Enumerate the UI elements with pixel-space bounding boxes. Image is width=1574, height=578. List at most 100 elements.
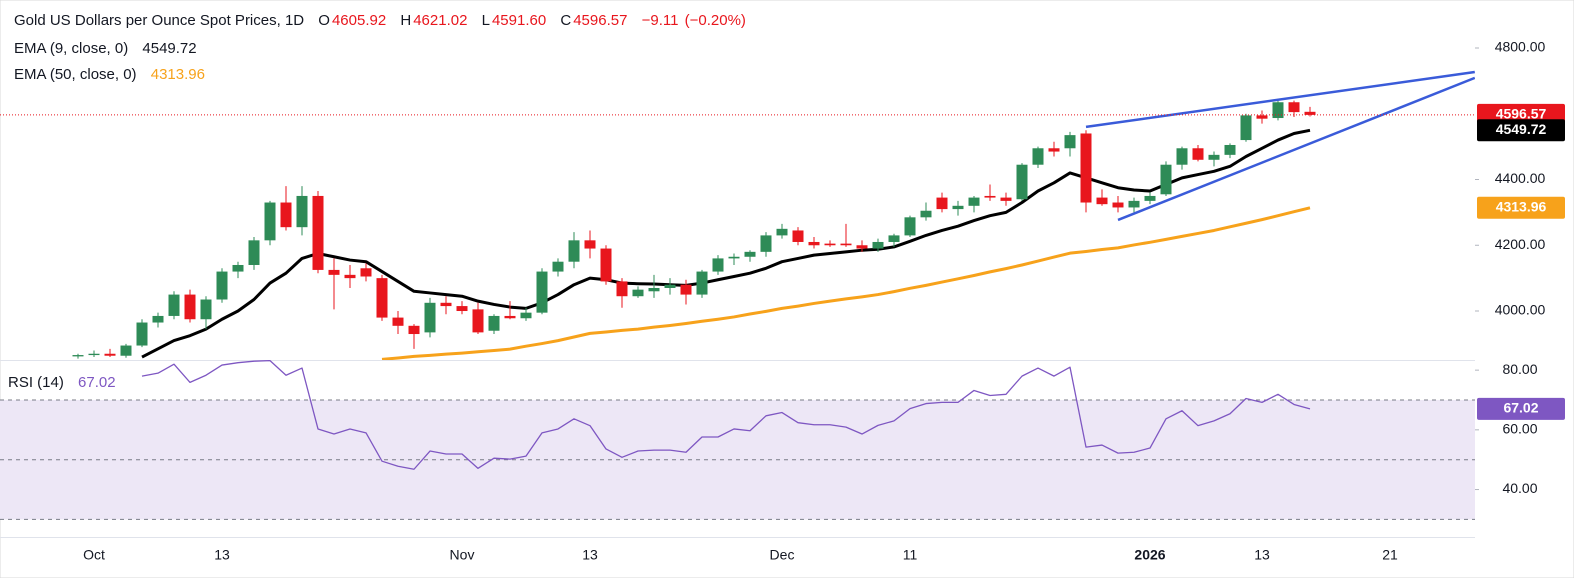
ohlc-value: 4605.92	[331, 12, 387, 29]
candle-body	[632, 289, 644, 297]
candle-body	[952, 205, 964, 210]
candle-body	[1064, 135, 1076, 149]
candle-body	[1240, 115, 1252, 141]
legend-value: 4549.72	[142, 40, 197, 57]
candle-body	[1000, 197, 1012, 201]
ohlc-label: L	[481, 12, 490, 29]
x-tick-label: Nov	[450, 547, 475, 563]
legend-ema50: EMA (50, close, 0) 4313.96	[14, 66, 207, 83]
candle-body	[216, 271, 228, 300]
legend-value: 4313.96	[150, 66, 205, 83]
legend-label: EMA (9, close, 0)	[14, 40, 129, 57]
candle-body	[72, 355, 84, 357]
candle-body	[248, 240, 260, 265]
candle-body	[88, 353, 100, 356]
candle-body	[104, 353, 116, 356]
candle-body	[472, 309, 484, 333]
y-tick-label: 80.00	[1502, 361, 1537, 377]
x-tick-label: 11	[903, 547, 918, 563]
series-line	[141, 128, 1311, 359]
candle-body	[264, 202, 276, 241]
price-pane	[0, 70, 1475, 360]
candle-body	[360, 268, 372, 277]
candle-body	[1304, 111, 1316, 115]
x-tick-label: 13	[582, 547, 598, 563]
price-badge	[1477, 196, 1565, 219]
candle-body	[328, 269, 340, 275]
legend-label: EMA (50, close, 0)	[14, 66, 137, 83]
candle-body	[680, 284, 692, 295]
ohlc-value: 4596.57	[573, 12, 628, 29]
candle-body	[600, 248, 612, 282]
candle-body	[568, 240, 580, 262]
x-tick-label: 13	[1254, 547, 1270, 563]
x-tick-label: 21	[1382, 547, 1398, 563]
ohlc-label: C	[560, 12, 572, 29]
candle-body	[824, 243, 836, 246]
ohlc-value: 4591.60	[491, 12, 547, 29]
series-line	[381, 206, 1311, 360]
rsi-badge-label: 67.02	[1503, 400, 1538, 416]
legend-value: 67.02	[78, 374, 116, 391]
x-tick-label: 2026	[1134, 547, 1165, 563]
candle-body	[1160, 164, 1172, 195]
x-tick-label: Oct	[83, 547, 105, 563]
candle-body	[520, 312, 532, 319]
candle-body	[664, 284, 676, 288]
candle-body	[728, 256, 740, 259]
candle-body	[376, 278, 388, 318]
candle-body	[1144, 195, 1156, 201]
candle-body	[1016, 164, 1028, 200]
x-tick-label: Dec	[770, 547, 795, 563]
candle-body	[1176, 148, 1188, 165]
candle-body	[808, 241, 820, 246]
candle-body	[536, 271, 548, 313]
candle-body	[1192, 148, 1204, 160]
candle-body	[696, 271, 708, 295]
change: −9.11	[641, 12, 679, 29]
candle-body	[888, 235, 900, 242]
change-pct: (−0.20%)	[684, 12, 746, 29]
candle-body	[760, 235, 772, 252]
candle-body	[1032, 148, 1044, 165]
candle-body	[1224, 144, 1236, 155]
candle-body	[840, 243, 852, 246]
candle-body	[1112, 202, 1124, 208]
candle-body	[1048, 148, 1060, 152]
candle-body	[856, 245, 868, 249]
candle-body	[184, 294, 196, 320]
candle-body	[936, 197, 948, 210]
legend-ema9: EMA (9, close, 0) 4549.72	[14, 40, 199, 57]
y-tick-label: 4400.00	[1495, 170, 1546, 186]
price-badge-label: 4549.72	[1496, 121, 1547, 137]
price-badge-label: 4313.96	[1496, 198, 1547, 214]
candle-body	[872, 241, 884, 249]
header: Gold US Dollars per Ounce Spot Prices, 1…	[14, 12, 748, 29]
candle-body	[200, 299, 212, 320]
y-tick-label: 4200.00	[1495, 236, 1546, 252]
trendline	[1085, 70, 1475, 129]
candle-body	[120, 345, 132, 356]
candle-body	[136, 322, 148, 346]
y-tick-label: 40.00	[1502, 480, 1537, 496]
candle-body	[488, 315, 500, 331]
candle-body	[280, 202, 292, 228]
legend-label: RSI (14)	[8, 374, 64, 391]
candle-body	[1256, 115, 1268, 119]
candle-body	[232, 264, 244, 272]
symbol-title: Gold US Dollars per Ounce Spot Prices, 1…	[14, 12, 305, 29]
series-line	[141, 360, 1311, 470]
trendline	[1117, 76, 1475, 222]
candle-body	[168, 294, 180, 316]
candle-body	[456, 306, 468, 312]
candle-body	[392, 317, 404, 326]
ohlc-label: H	[400, 12, 412, 29]
candle-body	[504, 315, 516, 319]
candle-body	[968, 197, 980, 206]
legend-rsi: RSI (14) 67.02	[8, 374, 118, 391]
candle-body	[616, 281, 628, 297]
candle-body	[904, 217, 916, 236]
candle-body	[440, 302, 452, 307]
candle-body	[744, 251, 756, 257]
y-tick-label: 4000.00	[1495, 302, 1546, 318]
